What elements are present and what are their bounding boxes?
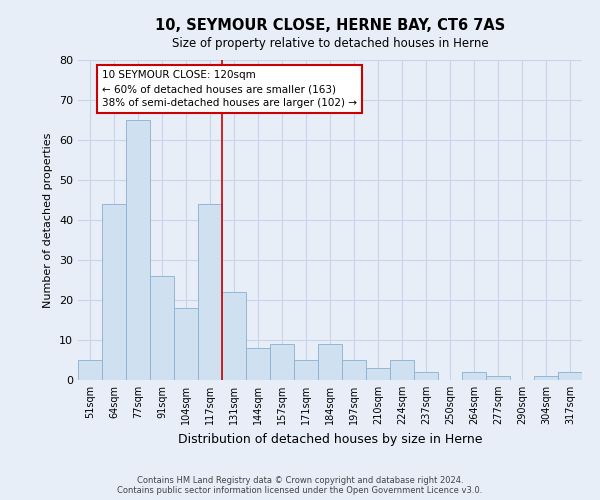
Bar [174,308,198,380]
Bar [126,120,150,380]
Bar [294,360,318,380]
Y-axis label: Number of detached properties: Number of detached properties [43,132,53,308]
Bar [318,344,342,380]
Bar [414,372,438,380]
Bar [342,360,366,380]
Bar [78,360,102,380]
Bar [246,348,270,380]
Bar [462,372,486,380]
Bar [270,344,294,380]
Bar [534,376,558,380]
Text: Size of property relative to detached houses in Herne: Size of property relative to detached ho… [172,38,488,51]
Bar [558,372,582,380]
Bar [102,204,126,380]
Text: Contains HM Land Registry data © Crown copyright and database right 2024.
Contai: Contains HM Land Registry data © Crown c… [118,476,482,495]
Bar [390,360,414,380]
Bar [150,276,174,380]
Bar [222,292,246,380]
Bar [366,368,390,380]
Text: 10 SEYMOUR CLOSE: 120sqm
← 60% of detached houses are smaller (163)
38% of semi-: 10 SEYMOUR CLOSE: 120sqm ← 60% of detach… [102,70,357,108]
Bar [198,204,222,380]
Bar [486,376,510,380]
X-axis label: Distribution of detached houses by size in Herne: Distribution of detached houses by size … [178,432,482,446]
Text: 10, SEYMOUR CLOSE, HERNE BAY, CT6 7AS: 10, SEYMOUR CLOSE, HERNE BAY, CT6 7AS [155,18,505,32]
